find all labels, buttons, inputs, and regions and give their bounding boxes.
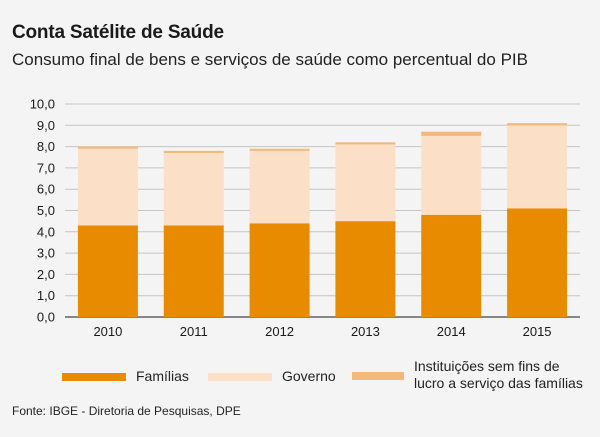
bar-familias-2013 xyxy=(335,221,396,317)
x-tick-label: 2015 xyxy=(523,324,552,339)
y-tick-label: 0,0 xyxy=(37,310,55,325)
bar-governo-2014 xyxy=(421,135,482,215)
legend-swatch-familias xyxy=(62,372,126,381)
bar-instituicoes-2014 xyxy=(421,131,482,136)
legend: Famílias Governo Instituições sem fins d… xyxy=(0,358,600,398)
bar-governo-2013 xyxy=(335,144,396,222)
legend-item-familias: Famílias xyxy=(62,368,189,385)
y-tick-label: 3,0 xyxy=(37,246,55,261)
x-tick-label: 2014 xyxy=(437,324,466,339)
legend-label-governo: Governo xyxy=(282,368,336,384)
bar-familias-2012 xyxy=(249,223,310,317)
chart-subtitle: Consumo final de bens e serviços de saúd… xyxy=(12,50,528,69)
y-tick-label: 2,0 xyxy=(37,267,55,282)
y-tick-label: 9,0 xyxy=(37,118,55,133)
bar-instituicoes-2013 xyxy=(335,142,396,145)
bar-instituicoes-2012 xyxy=(249,148,310,151)
bar-familias-2011 xyxy=(163,225,224,317)
y-tick-label: 1,0 xyxy=(37,288,55,303)
y-axis: 0,0 1,0 2,0 3,0 4,0 5,0 6,0 7,0 8,0 9,0 10,0 xyxy=(30,97,55,325)
legend-swatch-governo xyxy=(208,372,272,381)
bar-instituicoes-2011 xyxy=(163,150,224,153)
y-tick-label: 4,0 xyxy=(37,224,55,239)
bar-familias-2015 xyxy=(507,208,568,317)
bar-instituicoes-2010 xyxy=(77,146,138,149)
bar-familias-2014 xyxy=(421,214,482,317)
gridlines xyxy=(65,103,580,318)
legend-label-instituicoes: Instituições sem fins de lucro a serviço… xyxy=(414,358,583,392)
legend-swatch-instituicoes xyxy=(352,372,404,380)
legend-item-instituicoes: Instituições sem fins de lucro a serviço… xyxy=(352,358,583,392)
x-tick-label: 2010 xyxy=(93,324,122,339)
y-tick-label: 10,0 xyxy=(30,97,55,112)
bar-governo-2012 xyxy=(249,150,310,224)
legend-item-governo: Governo xyxy=(208,368,336,385)
y-tick-label: 8,0 xyxy=(37,139,55,154)
legend-label-familias: Famílias xyxy=(136,368,189,384)
bar-instituicoes-2015 xyxy=(507,123,568,126)
legend-label-instituicoes-line1: Instituições sem fins de xyxy=(414,358,560,374)
x-axis: 2010 2011 2012 2013 2014 2015 xyxy=(93,324,551,339)
x-tick-label: 2011 xyxy=(180,324,208,339)
y-tick-label: 5,0 xyxy=(37,203,55,218)
bar-familias-2010 xyxy=(77,225,138,317)
y-tick-label: 6,0 xyxy=(37,182,55,197)
chart-title: Conta Satélite de Saúde xyxy=(12,22,224,43)
y-tick-label: 7,0 xyxy=(37,160,55,175)
stacked-bar-chart: 0,01,02,03,04,05,06,07,08,09,010,0 2010 2… xyxy=(30,97,580,339)
source-note: Fonte: IBGE - Diretoria de Pesquisas, DP… xyxy=(12,404,241,418)
x-tick-label: 2012 xyxy=(265,324,294,339)
x-tick-label: 2013 xyxy=(351,324,380,339)
bar-governo-2011 xyxy=(163,152,224,226)
bar-governo-2010 xyxy=(77,148,138,226)
bar-governo-2015 xyxy=(507,125,568,209)
bars xyxy=(77,123,568,317)
legend-label-instituicoes-line2: lucro a serviço das famílias xyxy=(414,375,583,391)
